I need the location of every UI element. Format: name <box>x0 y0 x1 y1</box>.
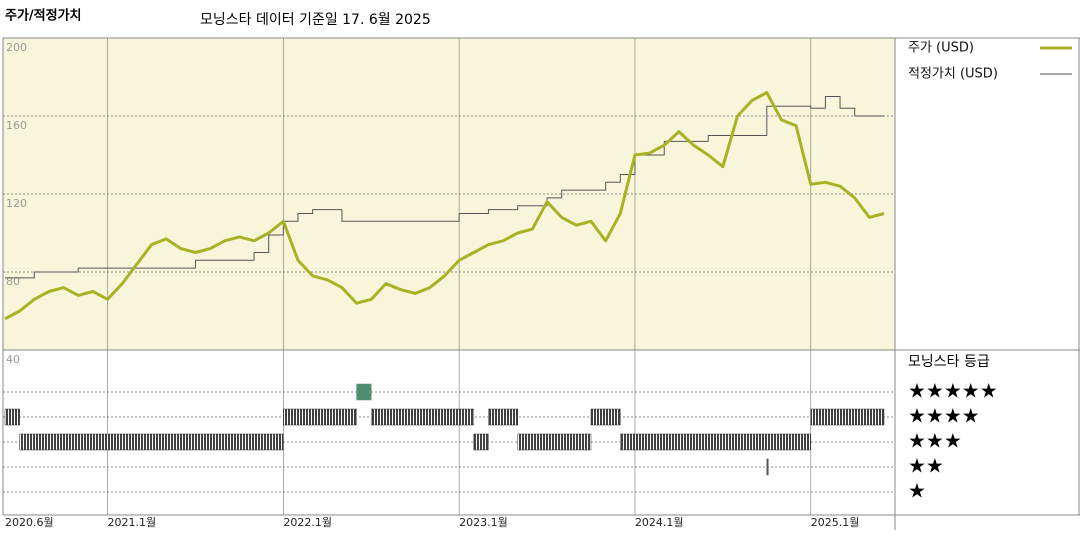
rating-bar <box>19 433 284 451</box>
x-tick-label: 2023.1월 <box>459 516 508 529</box>
x-tick-label: 2025.1월 <box>811 516 860 529</box>
y-tick-label: 200 <box>6 41 27 54</box>
rating-bar <box>488 408 519 426</box>
y-tick-label: 80 <box>6 275 20 288</box>
rating-bar <box>620 433 811 451</box>
chart-title: 주가/적정가치 <box>5 8 82 24</box>
rating-bar <box>4 408 20 426</box>
rating-bar <box>766 458 769 476</box>
y-tick-label: 160 <box>6 119 27 132</box>
series-line <box>4 91 885 321</box>
rating-bar <box>283 408 357 426</box>
x-tick-label: 2024.1월 <box>635 516 684 529</box>
x-tick-label: 2022.1월 <box>283 516 332 529</box>
rating-level: ★★★★★ <box>908 379 998 403</box>
rating-level: ★★★ <box>908 429 962 453</box>
chart-subtitle: 모닝스타 데이터 기준일 17. 6월 2025 <box>200 12 431 28</box>
y-tick-label: 40 <box>6 353 20 366</box>
rating-bar <box>590 408 621 426</box>
y-tick-label: 120 <box>6 197 27 210</box>
series-line <box>5 96 884 279</box>
legend-label: 적정가치 (USD) <box>908 67 998 82</box>
rating-bar <box>810 408 885 426</box>
rating-bar <box>356 383 372 401</box>
x-tick-label: 2021.1월 <box>108 516 157 529</box>
rating-level: ★★ <box>908 454 944 478</box>
rating-title: 모닝스타 등급 <box>908 354 990 370</box>
rating-bar <box>371 408 475 426</box>
legend-label: 주가 (USD) <box>908 41 974 56</box>
rating-bar <box>517 433 592 451</box>
x-tick-label: 2020.6월 <box>5 516 54 529</box>
rating-bar <box>473 433 489 451</box>
rating-level: ★ <box>908 479 926 503</box>
rating-level: ★★★★ <box>908 404 980 428</box>
